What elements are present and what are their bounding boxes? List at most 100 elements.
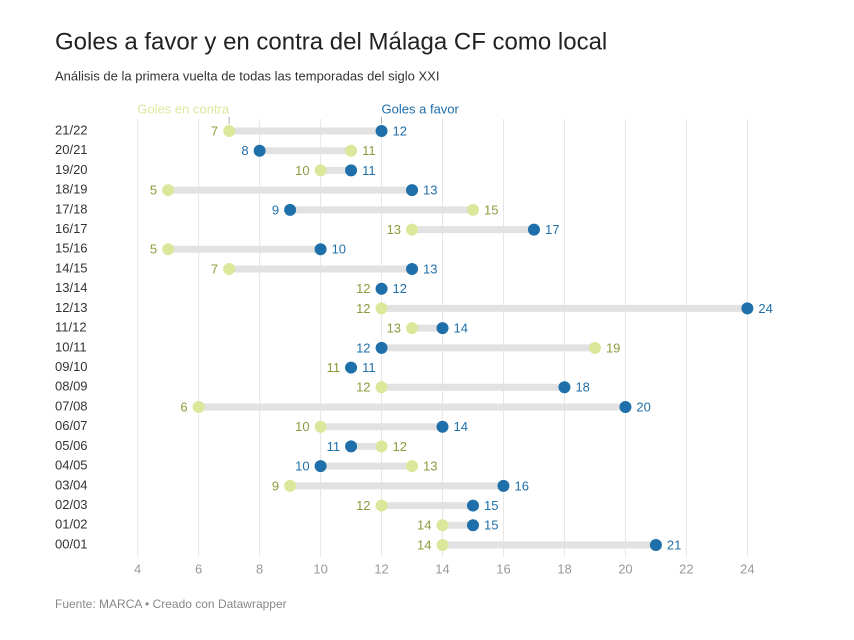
dot (284, 203, 297, 216)
dot (345, 164, 358, 177)
value-label: 12 (393, 281, 407, 296)
dot (223, 262, 236, 275)
dot (436, 322, 449, 335)
value-label: 13 (423, 183, 437, 198)
value-label: 11 (362, 143, 376, 158)
value-label: 18 (575, 380, 589, 395)
legend-label: Goles a favor (382, 101, 460, 116)
dot (314, 460, 327, 473)
value-label: 21 (667, 537, 681, 552)
value-label: 14 (417, 518, 431, 533)
dot (223, 125, 236, 137)
value-label: 12 (356, 340, 370, 355)
value-label: 11 (362, 360, 376, 375)
value-label: 12 (356, 301, 370, 316)
y-tick-label: 11/12 (55, 320, 87, 335)
x-tick-label: 24 (740, 561, 754, 576)
dot (406, 262, 419, 275)
value-label: 9 (272, 478, 279, 493)
dot (192, 400, 205, 413)
y-tick-label: 00/01 (55, 536, 88, 551)
y-tick-label: 07/08 (55, 398, 88, 413)
value-label: 24 (758, 301, 772, 316)
x-tick-label: 16 (496, 561, 510, 576)
dot (375, 341, 388, 354)
x-tick-label: 10 (313, 561, 327, 576)
value-label: 10 (332, 242, 346, 257)
x-tick-label: 14 (435, 561, 449, 576)
value-label: 19 (606, 340, 620, 355)
value-label: 12 (356, 380, 370, 395)
dot (345, 144, 358, 157)
value-label: 10 (295, 459, 309, 474)
value-label: 13 (423, 261, 437, 276)
dot (497, 479, 510, 492)
y-tick-label: 16/17 (55, 221, 88, 236)
x-tick-label: 18 (557, 561, 571, 576)
dot (588, 341, 601, 354)
value-label: 10 (295, 419, 309, 434)
value-label: 15 (484, 518, 498, 533)
value-label: 11 (362, 163, 376, 178)
value-label: 10 (295, 163, 309, 178)
value-label: 12 (356, 498, 370, 513)
value-label: 16 (514, 478, 528, 493)
dot (406, 223, 419, 236)
y-tick-label: 15/16 (55, 241, 88, 256)
y-tick-label: 14/15 (55, 260, 88, 275)
value-label: 14 (417, 537, 431, 552)
dot (314, 243, 327, 256)
y-tick-label: 10/11 (55, 339, 87, 354)
value-label: 13 (387, 222, 401, 237)
dot (375, 282, 388, 295)
x-tick-label: 4 (134, 561, 141, 576)
dot (649, 538, 662, 551)
x-tick-label: 22 (679, 561, 693, 576)
chart-subtitle: Análisis de la primera vuelta de todas l… (55, 68, 439, 83)
y-tick-label: 21/22 (55, 122, 88, 137)
value-label: 13 (423, 459, 437, 474)
value-label: 9 (272, 202, 279, 217)
value-label: 11 (327, 360, 341, 375)
dot (406, 184, 419, 197)
dot (314, 164, 327, 177)
value-label: 17 (545, 222, 559, 237)
dot (619, 400, 632, 413)
y-tick-label: 03/04 (55, 477, 88, 492)
dot (375, 125, 388, 137)
dot (467, 499, 480, 512)
chart-title: Goles a favor y en contra del Málaga CF … (55, 28, 607, 55)
value-label: 7 (211, 123, 218, 138)
value-label: 5 (150, 242, 157, 257)
dot (436, 519, 449, 532)
value-label: 15 (484, 498, 498, 513)
dot (467, 203, 480, 216)
y-tick-label: 02/03 (55, 497, 88, 512)
y-tick-label: 20/21 (55, 142, 88, 157)
y-tick-label: 09/10 (55, 359, 88, 374)
y-tick-label: 12/13 (55, 300, 88, 315)
x-tick-label: 20 (618, 561, 632, 576)
dot (406, 460, 419, 473)
source: Fuente: MARCA • Creado con Datawrapper (55, 597, 287, 611)
dot (162, 184, 175, 197)
dot (527, 223, 540, 236)
value-label: 20 (636, 399, 650, 414)
value-label: 12 (356, 281, 370, 296)
x-tick-label: 6 (195, 561, 202, 576)
y-tick-label: 08/09 (55, 379, 88, 394)
value-label: 5 (150, 183, 157, 198)
value-label: 6 (180, 399, 187, 414)
dot (345, 440, 358, 453)
dot (345, 361, 358, 374)
dot (375, 499, 388, 512)
x-tick-label: 8 (256, 561, 263, 576)
value-label: 8 (241, 143, 248, 158)
dot (436, 538, 449, 551)
value-label: 15 (484, 202, 498, 217)
dot (162, 243, 175, 256)
value-label: 12 (393, 123, 407, 138)
x-tick-label: 12 (374, 561, 388, 576)
legend-label: Goles en contra (137, 101, 230, 116)
